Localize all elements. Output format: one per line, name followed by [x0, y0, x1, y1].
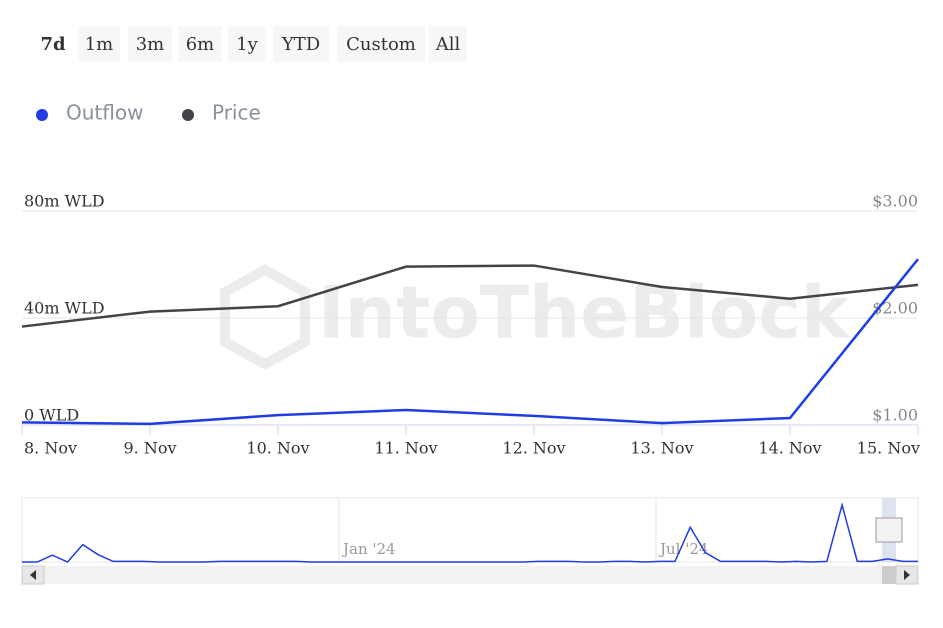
- navigator-label: Jul '24: [658, 540, 708, 558]
- x-tick-label: 15. Nov: [857, 439, 920, 458]
- navigator-frame: [21, 497, 919, 563]
- x-tick-label: 9. Nov: [123, 439, 176, 458]
- legend-marker[interactable]: [182, 109, 194, 121]
- range-button[interactable]: [78, 26, 120, 62]
- scrollbar-thumb[interactable]: [882, 566, 896, 584]
- range-button[interactable]: [128, 26, 172, 62]
- arrow-left: [30, 570, 36, 580]
- y2-tick-label: $3.00: [872, 192, 918, 211]
- range-button[interactable]: [337, 26, 425, 62]
- navigator-line: [22, 502, 918, 563]
- range-button-label[interactable]: 1y: [236, 34, 258, 55]
- scrollbar-track[interactable]: [22, 566, 918, 584]
- x-tick-label: 12. Nov: [502, 439, 565, 458]
- navigator-label: Jan '24: [341, 540, 396, 558]
- range-button-label[interactable]: 3m: [136, 34, 165, 55]
- x-tick-label: 13. Nov: [630, 439, 693, 458]
- x-tick-label: 10. Nov: [246, 439, 309, 458]
- range-button[interactable]: [429, 26, 467, 62]
- watermark: IntoTheBlock: [220, 264, 851, 370]
- series-line: [21, 264, 919, 328]
- y-tick-label: 40m WLD: [24, 299, 105, 318]
- y-tick-label: 80m WLD: [24, 192, 105, 211]
- range-button-label[interactable]: All: [435, 34, 461, 55]
- range-button[interactable]: [178, 26, 222, 62]
- y-tick-label: 0 WLD: [24, 406, 79, 425]
- y2-tick-label: $1.00: [872, 406, 918, 425]
- watermark-text: IntoTheBlock: [318, 271, 851, 355]
- range-button-label[interactable]: 6m: [186, 34, 215, 55]
- range-button[interactable]: [228, 26, 266, 62]
- x-tick-label: 11. Nov: [374, 439, 437, 458]
- x-tick-label: 14. Nov: [758, 439, 821, 458]
- arrow-right: [904, 570, 910, 580]
- legend-label[interactable]: Outflow: [66, 101, 143, 125]
- range-button-label[interactable]: 1m: [85, 34, 114, 55]
- range-button-label[interactable]: 7d: [40, 34, 66, 55]
- range-button-label[interactable]: YTD: [281, 34, 320, 55]
- legend-label[interactable]: Price: [212, 101, 261, 125]
- navigator-handle[interactable]: [875, 517, 903, 543]
- range-button-label[interactable]: Custom: [346, 34, 416, 55]
- x-tick-label: 8. Nov: [24, 439, 77, 458]
- series-line: [21, 258, 919, 426]
- legend-marker[interactable]: [36, 109, 48, 121]
- range-button[interactable]: [273, 26, 329, 62]
